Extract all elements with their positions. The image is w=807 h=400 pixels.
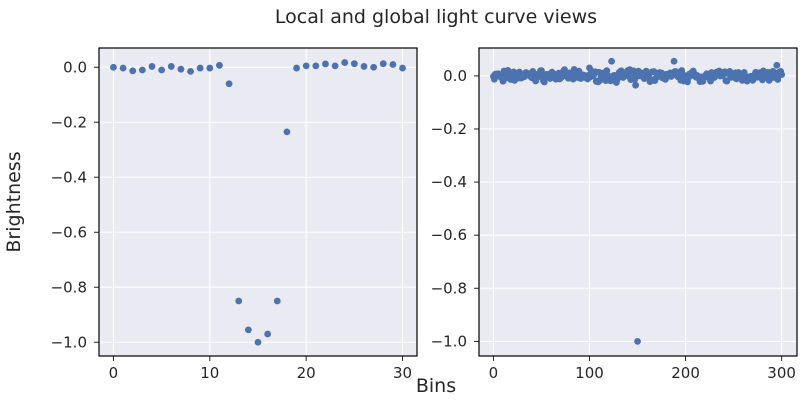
y-axis-label: Brightness xyxy=(3,151,25,252)
local-y-tick-label: −0.4 xyxy=(51,168,87,186)
local-data-point xyxy=(399,64,406,72)
global-y-tick-label: −0.2 xyxy=(431,120,467,138)
local-view-panel: 0 10 20 30 0.0 −0.2 −0.4 −0.6 −0.8 −1.0 xyxy=(51,47,418,382)
global-plot-area xyxy=(479,48,797,356)
local-data-point xyxy=(206,64,214,72)
global-data-point xyxy=(740,69,748,76)
global-data-point xyxy=(586,64,593,72)
global-y-tick-label: −0.4 xyxy=(431,173,467,191)
local-data-point xyxy=(293,64,300,72)
local-data-point xyxy=(138,66,146,74)
global-data-point xyxy=(515,68,523,76)
global-view-panel: 0 100 200 300 0.0 −0.2 −0.4 −0.6 −0.8 −1.0 xyxy=(431,47,798,382)
global-points xyxy=(490,57,786,345)
local-ticks: 0 10 20 30 0.0 −0.2 −0.4 −0.6 −0.8 −1.0 xyxy=(51,58,413,382)
local-data-point xyxy=(283,128,291,136)
global-data-point xyxy=(630,67,638,75)
local-data-point xyxy=(379,60,387,68)
global-y-tick-label: −1.0 xyxy=(431,332,467,350)
global-data-point xyxy=(538,67,545,75)
local-axes-frame xyxy=(98,47,418,357)
local-x-tick-label: 0 xyxy=(109,364,119,382)
local-data-point xyxy=(350,60,358,68)
local-data-point xyxy=(302,62,310,70)
local-data-point xyxy=(370,63,378,71)
local-points xyxy=(110,59,406,346)
local-data-point xyxy=(331,62,339,70)
local-x-tick-label: 30 xyxy=(393,364,412,382)
local-data-point xyxy=(167,63,175,70)
local-data-point xyxy=(196,64,204,72)
global-y-tick-label: −0.8 xyxy=(431,279,467,297)
global-data-point xyxy=(632,81,639,89)
local-data-point xyxy=(177,65,185,73)
local-data-point xyxy=(110,63,117,71)
local-y-tick-label: −0.8 xyxy=(51,278,87,296)
local-data-point xyxy=(273,297,281,305)
local-data-point xyxy=(235,297,243,305)
x-axis-label: Bins xyxy=(416,375,456,397)
global-data-point xyxy=(499,77,507,85)
local-gridlines xyxy=(99,48,417,356)
local-plot-area xyxy=(99,48,417,356)
local-data-point xyxy=(225,80,233,88)
local-y-tick-label: −0.6 xyxy=(51,223,87,241)
global-data-point xyxy=(634,338,641,345)
global-data-point xyxy=(608,57,615,65)
local-data-point xyxy=(187,67,194,75)
global-data-point xyxy=(778,71,786,78)
local-data-point xyxy=(254,338,262,346)
local-data-point xyxy=(216,61,223,69)
local-data-point xyxy=(312,62,320,70)
global-y-tick-label: −0.6 xyxy=(431,226,467,244)
global-x-tick-label: 0 xyxy=(489,364,499,382)
local-data-point xyxy=(119,64,127,72)
figure-title: Local and global light curve views xyxy=(275,6,597,28)
global-data-point xyxy=(774,76,782,83)
local-y-tick-label: −0.2 xyxy=(51,113,87,131)
global-data-point xyxy=(670,57,678,65)
local-x-tick-label: 20 xyxy=(297,364,316,382)
global-axes-frame xyxy=(478,47,798,357)
local-x-tick-label: 10 xyxy=(200,364,219,382)
local-data-point xyxy=(360,63,368,70)
global-data-point xyxy=(540,78,548,86)
global-x-tick-label: 300 xyxy=(767,364,796,382)
global-x-tick-label: 200 xyxy=(671,364,700,382)
local-data-point xyxy=(244,326,252,334)
local-y-tick-label: 0.0 xyxy=(63,58,87,76)
local-data-point xyxy=(264,330,272,338)
local-data-point xyxy=(158,66,166,74)
global-data-point xyxy=(773,61,781,69)
global-x-tick-label: 100 xyxy=(575,364,604,382)
local-y-tick-label: −1.0 xyxy=(51,333,87,351)
global-y-tick-label: 0.0 xyxy=(443,67,467,85)
local-data-point xyxy=(148,63,156,70)
local-data-point xyxy=(129,67,137,75)
local-data-point xyxy=(322,60,329,68)
global-ticks: 0 100 200 300 0.0 −0.2 −0.4 −0.6 −0.8 −1.0 xyxy=(431,67,796,382)
local-data-point xyxy=(341,59,349,66)
local-data-point xyxy=(389,61,397,68)
